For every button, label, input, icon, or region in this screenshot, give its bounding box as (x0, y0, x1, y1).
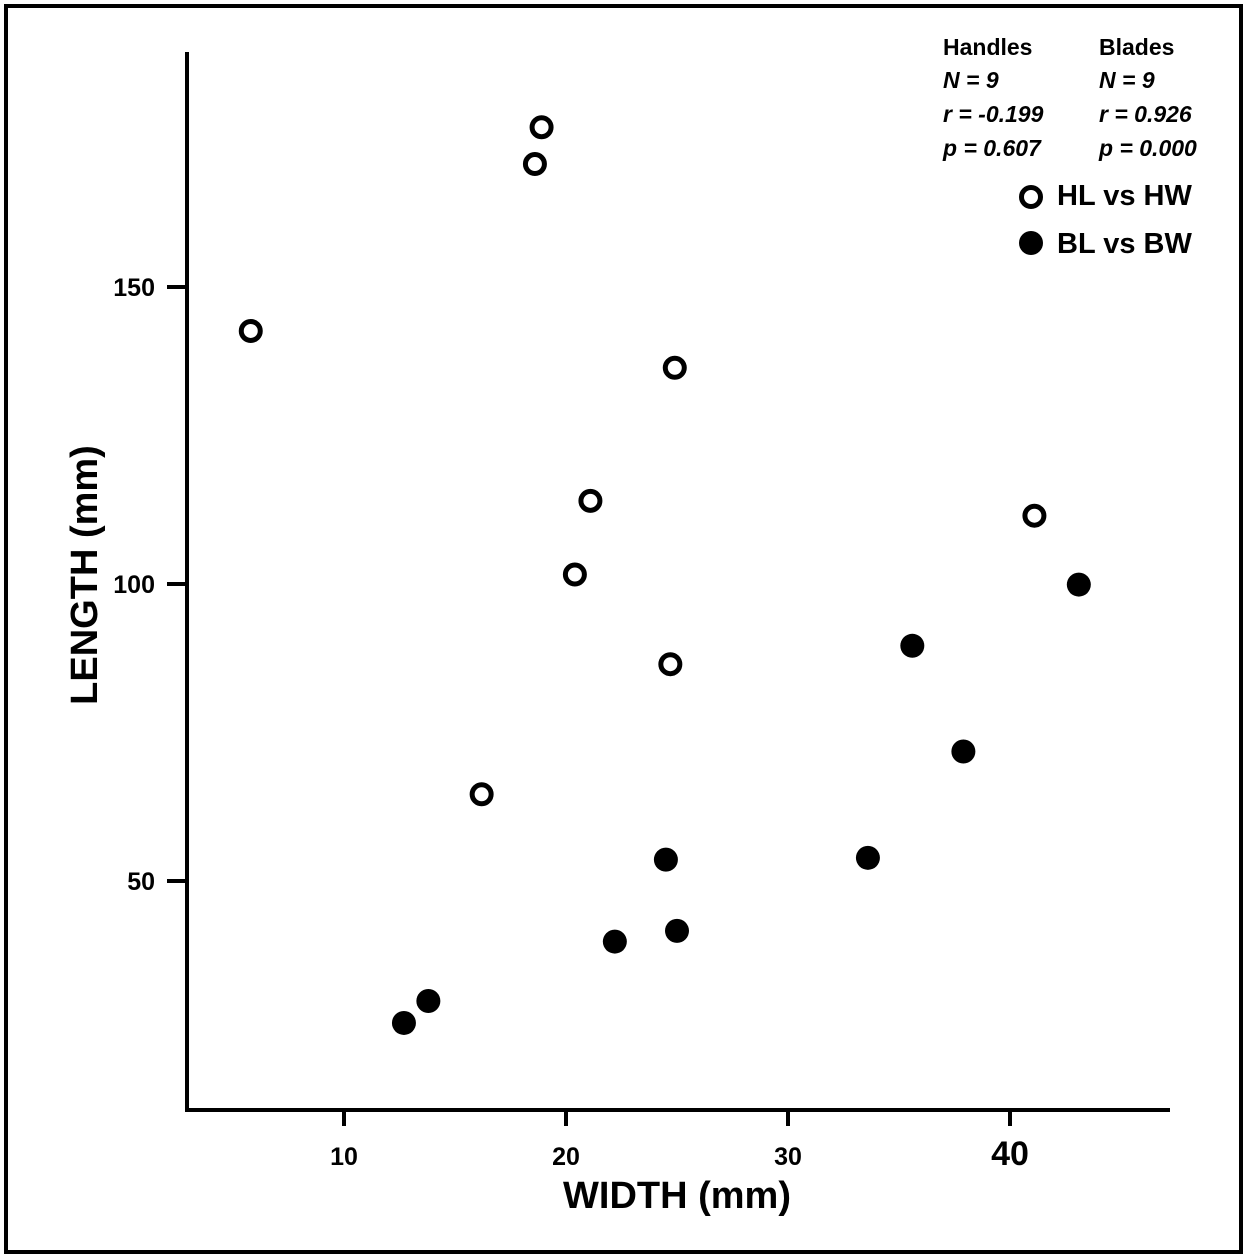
x-tick-label: 30 (774, 1143, 802, 1171)
stats-handles-title: Handles (943, 34, 1032, 60)
legend-label-handles: HL vs HW (1057, 180, 1192, 212)
x-tick-label: 20 (552, 1143, 580, 1171)
stats-blades-n: N = 9 (1099, 67, 1155, 93)
stats-handles-n: N = 9 (943, 67, 999, 93)
point-handle (1022, 503, 1047, 528)
stats-blades-p: p = 0.000 (1098, 135, 1197, 161)
point-handle (238, 318, 263, 343)
point-blade (1066, 572, 1091, 597)
y-tick-label: 100 (113, 571, 155, 599)
x-tick-label: 10 (330, 1143, 358, 1171)
legend: HL vs HW BL vs BW (1019, 180, 1192, 260)
point-handle (469, 782, 494, 807)
point-blade (602, 929, 627, 954)
data-points (238, 115, 1091, 1035)
stats-block: Handles N = 9 r = -0.199 p = 0.607 Blade… (942, 34, 1197, 161)
y-tick-label: 50 (127, 868, 155, 896)
point-handle (658, 652, 683, 677)
point-handle (578, 488, 603, 513)
point-blade (391, 1010, 416, 1035)
legend-label-blades: BL vs BW (1057, 228, 1192, 260)
point-blade (665, 918, 689, 943)
stats-blades-title: Blades (1099, 34, 1174, 60)
point-handle (662, 355, 687, 380)
point-handle (529, 115, 554, 140)
x-ticks: 10 20 30 40 (330, 1110, 1029, 1173)
point-blade (900, 633, 925, 658)
point-handle (562, 562, 587, 587)
point-blade (951, 739, 976, 764)
x-tick-label: 40 (991, 1135, 1029, 1173)
x-axis-title: WIDTH (mm) (563, 1175, 791, 1217)
point-blade (416, 988, 441, 1013)
point-handle (522, 152, 547, 177)
stats-handles-p: p = 0.607 (942, 135, 1042, 161)
point-blade (653, 847, 678, 872)
y-tick-label: 150 (113, 274, 155, 302)
legend-filled-circle-marker (1019, 231, 1043, 255)
stats-handles-r: r = -0.199 (943, 101, 1044, 127)
legend-open-circle-marker (1019, 185, 1043, 209)
y-axis-title: LENGTH (mm) (64, 445, 106, 705)
stats-blades-r: r = 0.926 (1099, 101, 1192, 127)
point-blade (855, 845, 880, 870)
y-ticks: 50 100 150 (113, 274, 187, 896)
figure-frame (4, 4, 1243, 1254)
